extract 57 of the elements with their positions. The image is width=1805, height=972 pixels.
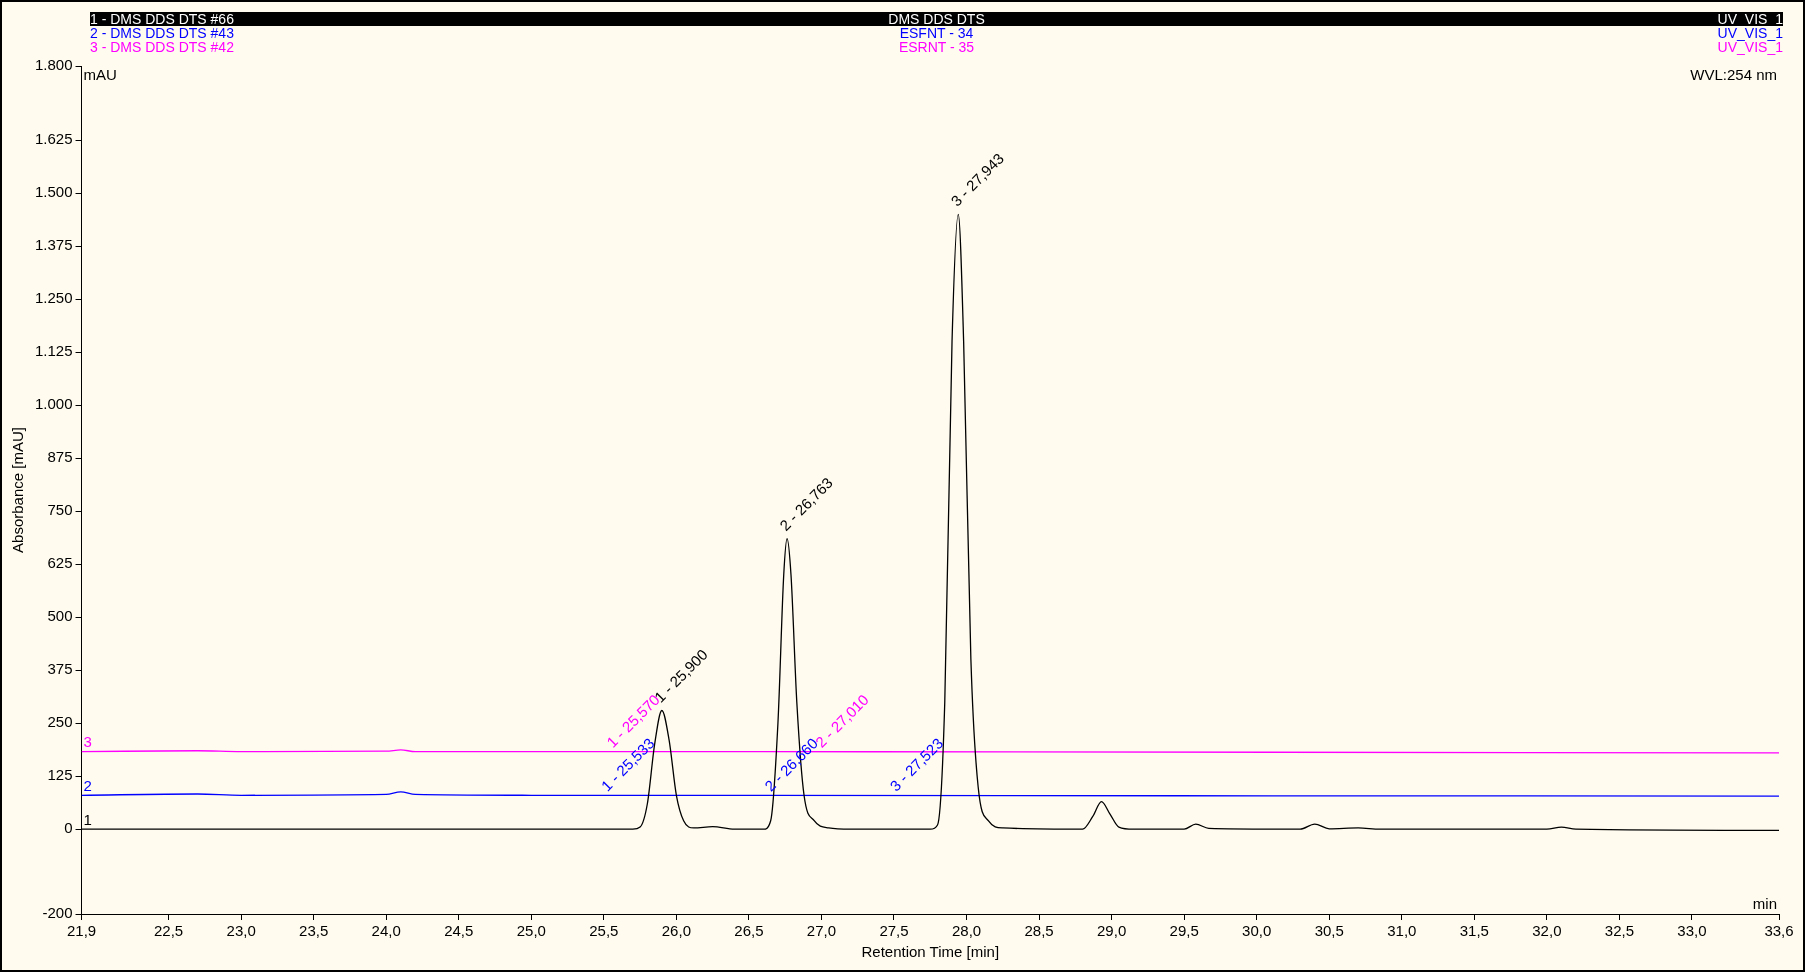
y-tick-label: -200 [42,904,73,922]
annotation: 3 [83,733,92,751]
text: 3 - DMS DDS DTS #42 [90,39,235,55]
x-tick-label: 28,0 [951,922,982,940]
y-tick-label: 250 [47,713,73,731]
annotation: min [1752,894,1777,912]
x-tick-label: 29,0 [1097,922,1127,940]
y-tick-label: 125 [47,766,73,784]
x-tick-label: 30,0 [1242,922,1272,940]
y-tick-label: 1.500 [34,183,73,201]
annotation: mAU [83,65,117,83]
text: UV_VIS_1 [1716,25,1783,41]
x-tick-label: 33,6 [1764,922,1794,940]
y-tick-label: 1.800 [34,56,73,74]
x-tick-label: 25,0 [516,922,546,940]
text: UV_VIS_1 [1716,39,1783,55]
text: DMS DDS DTS [887,11,986,27]
text: 1 - DMS DDS DTS #66 [90,11,235,27]
x-tick-label: 21,9 [66,922,97,940]
x-tick-label: 32,0 [1532,922,1562,940]
x-tick-label: 25,5 [589,922,619,940]
y-axis-title: Absorbance [mAU] [9,427,27,553]
y-tick-label: 1.375 [34,236,73,254]
annotation: 1 [83,810,92,828]
x-tick-label: 22,5 [153,922,184,940]
y-tick-label: 625 [47,554,73,572]
x-tick-label: 26,0 [661,922,691,940]
x-tick-label: 33,0 [1677,922,1707,940]
text: 2 - DMS DDS DTS #43 [90,25,235,41]
x-tick-label: 23,5 [299,922,329,940]
text: ESFNT - 34 [898,25,975,41]
x-tick-label: 24,0 [371,922,401,940]
annotation: 2 [83,776,92,794]
x-tick-label: 29,5 [1169,922,1199,940]
x-tick-label: 24,5 [444,922,474,940]
x-tick-label: 31,5 [1459,922,1489,940]
annotation: WVL:254 nm [1690,65,1777,83]
x-tick-label: 27,0 [806,922,837,940]
x-tick-label: 32,5 [1604,922,1635,940]
x-tick-label: 26,5 [734,922,764,940]
y-tick-label: 1.250 [34,289,73,307]
y-tick-label: 375 [47,660,73,678]
x-tick-label: 30,5 [1314,922,1344,940]
y-tick-label: 1.125 [34,342,73,360]
y-tick-label: 500 [47,607,73,625]
text: ESRNT - 35 [897,39,976,55]
y-tick-label: 750 [47,501,73,519]
x-tick-label: 28,5 [1024,922,1054,940]
y-tick-label: 1.625 [34,130,73,148]
y-tick-label: 875 [47,448,73,466]
x-tick-label: 23,0 [226,922,256,940]
x-axis-title: Retention Time [min] [861,943,1000,961]
y-tick-label: 1.000 [34,395,73,413]
x-tick-label: 31,0 [1387,922,1417,940]
x-tick-label: 27,5 [879,922,909,940]
text: UV_VIS_1 [1716,11,1783,27]
y-tick-label: 0 [64,819,73,837]
